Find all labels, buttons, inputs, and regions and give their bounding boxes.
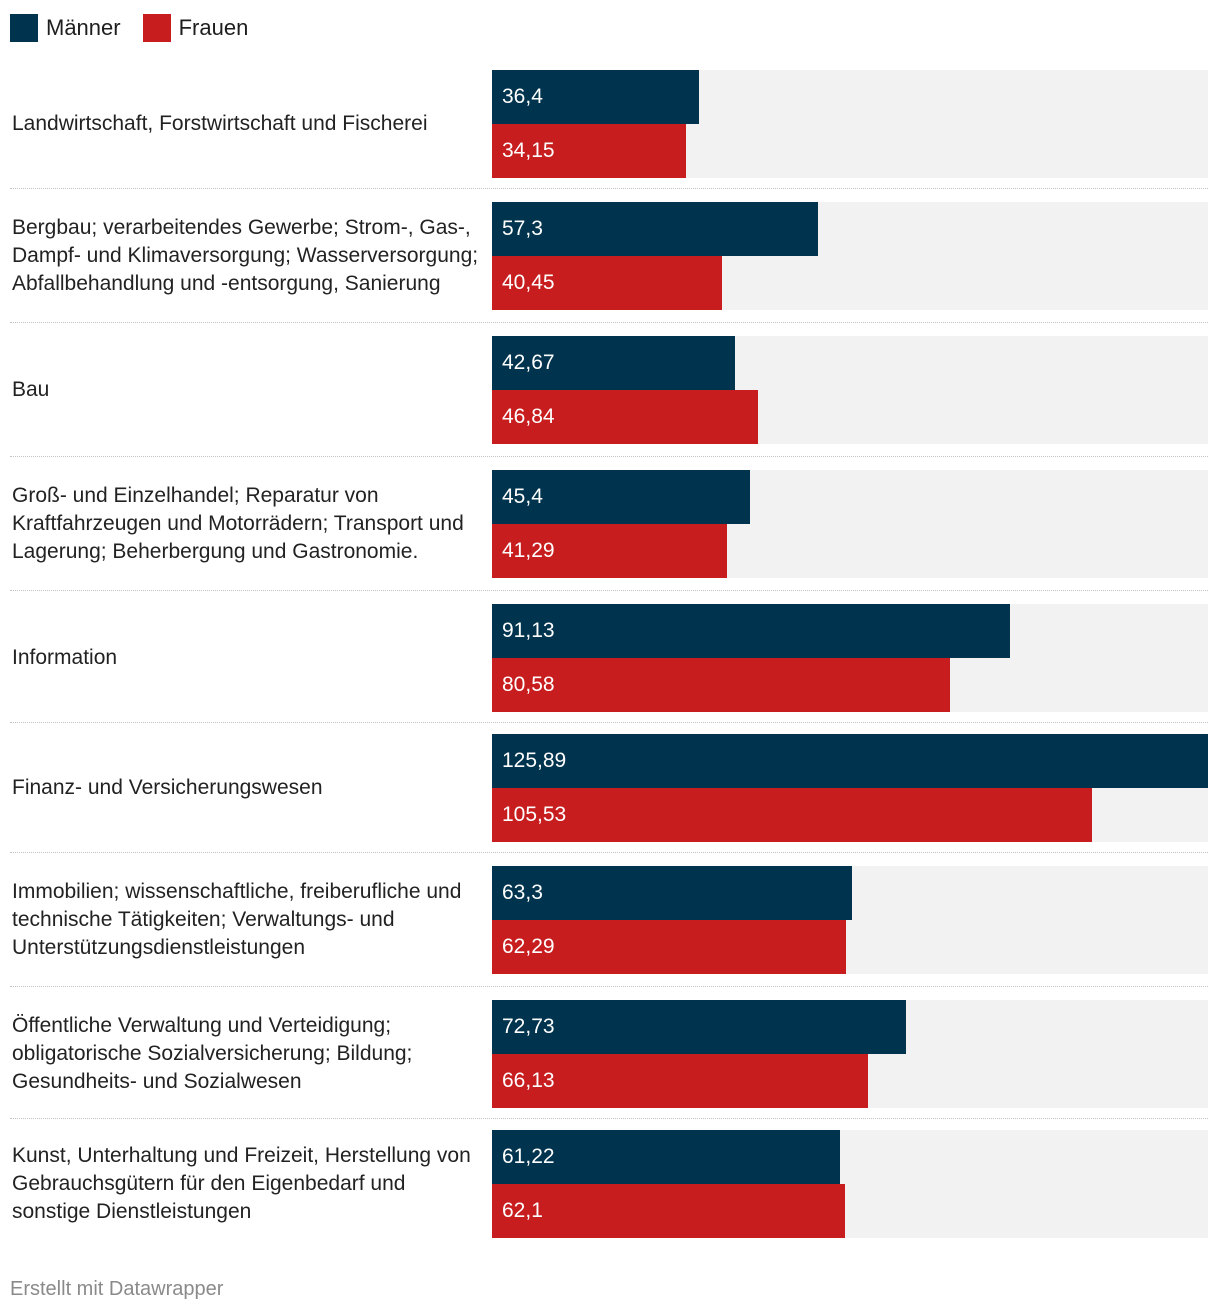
bar-frauen [492,788,1092,842]
bar-maenner [492,604,1010,658]
category-label-text: Öffentliche Verwaltung und Verteidigung;… [12,1014,413,1093]
category-label-text: Immobilien; wissenschaftliche, freiberuf… [12,880,462,959]
row-separator [10,188,1208,189]
legend-swatch-frauen [142,14,171,42]
category-label-text: Bergbau; verarbeitendes Gewerbe; Strom-,… [12,216,479,295]
row-separator [10,986,1208,987]
bar-frauen [492,256,722,310]
legend-label-frauen: Frauen [178,15,249,40]
category-label-text: Landwirtschaft, Forstwirtschaft und Fisc… [12,112,428,135]
row-separator [10,1118,1208,1119]
category-label: Bau [12,336,486,444]
category-label: Öffentliche Verwaltung und Verteidigung;… [12,1000,486,1108]
bar-frauen [492,658,950,712]
bar-frauen [492,390,758,444]
category-label: Finanz- und Versicherungswesen [12,734,486,842]
category-label-text: Kunst, Unterhaltung und Freizeit, Herste… [12,1144,471,1223]
bar-frauen [492,920,846,974]
legend-item-maenner: Männer [10,14,121,42]
data-label-maenner: 42,67 [502,351,555,374]
data-label-frauen: 62,29 [502,935,555,958]
category-label: Information [12,604,486,712]
data-label-maenner: 63,3 [502,881,543,904]
data-label-frauen: 40,45 [502,271,555,294]
category-label: Landwirtschaft, Forstwirtschaft und Fisc… [12,70,486,178]
bar-frauen [492,1054,868,1108]
data-label-frauen: 66,13 [502,1069,555,1092]
category-label-text: Information [12,646,118,669]
category-label-text: Finanz- und Versicherungswesen [12,776,323,799]
bar-maenner [492,734,1208,788]
category-label: Bergbau; verarbeitendes Gewerbe; Strom-,… [12,202,486,310]
bar-frauen [492,1184,845,1238]
bar-maenner [492,1000,906,1054]
data-label-maenner: 45,4 [502,485,543,508]
data-label-frauen: 41,29 [502,539,555,562]
category-label-text: Groß- und Einzelhandel; Reparatur von Kr… [12,484,464,563]
bar-maenner [492,70,699,124]
category-label: Immobilien; wissenschaftliche, freiberuf… [12,866,486,974]
bar-frauen [492,524,727,578]
data-label-maenner: 91,13 [502,619,555,642]
legend: Männer Frauen [10,14,270,42]
bar-maenner [492,202,818,256]
category-label: Kunst, Unterhaltung und Freizeit, Herste… [12,1130,486,1238]
row-separator [10,322,1208,323]
row-separator [10,590,1208,591]
data-label-maenner: 36,4 [502,85,543,108]
legend-swatch-maenner [10,14,38,42]
bar-maenner [492,866,852,920]
data-label-frauen: 62,1 [502,1199,543,1222]
bar-maenner [492,1130,840,1184]
data-label-frauen: 80,58 [502,673,555,696]
category-label-text: Bau [12,378,50,401]
data-label-frauen: 46,84 [502,405,555,428]
data-label-frauen: 105,53 [502,803,567,826]
category-label: Groß- und Einzelhandel; Reparatur von Kr… [12,470,486,578]
data-label-maenner: 125,89 [502,749,567,772]
legend-item-frauen: Frauen [142,14,249,42]
legend-label-maenner: Männer [46,15,121,40]
row-separator [10,722,1208,723]
data-label-maenner: 61,22 [502,1145,555,1168]
data-label-maenner: 57,3 [502,217,543,240]
bar-maenner [492,336,735,390]
data-label-frauen: 34,15 [502,139,555,162]
row-separator [10,852,1208,853]
row-separator [10,456,1208,457]
data-label-maenner: 72,73 [502,1015,555,1038]
bar-maenner [492,470,750,524]
bar-frauen [492,124,686,178]
footer-credit: Erstellt mit Datawrapper [10,1278,224,1300]
